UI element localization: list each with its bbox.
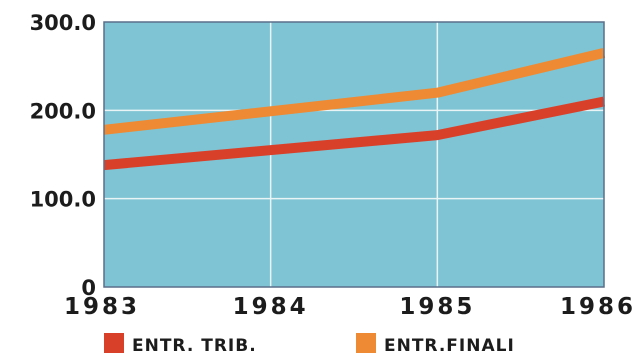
y-tick-label: 300.0 [30, 11, 96, 35]
legend-label: ENTR.FINALI [384, 336, 515, 356]
y-tick-label: 200.0 [30, 99, 96, 123]
x-tick-label: 1985 [399, 294, 475, 320]
legend: ENTR. TRIB. ENTR.FINALI [104, 333, 515, 356]
y-tick-label: 0 [81, 276, 96, 300]
x-axis-labels: 1983 1984 1985 1986 [64, 294, 636, 320]
series-lines [103, 48, 606, 171]
y-axis-labels: 0 100.0 200.0 300.0 [30, 11, 96, 300]
series-line-1 [103, 96, 605, 171]
legend-swatch [356, 333, 376, 353]
x-tick-label: 1984 [233, 294, 309, 320]
x-tick-label: 1983 [64, 294, 140, 320]
legend-label: ENTR. TRIB. [132, 336, 257, 356]
x-tick-label: 1986 [560, 294, 636, 320]
plot-frame [103, 21, 605, 288]
series-line-2 [103, 48, 606, 135]
legend-swatch [104, 333, 124, 353]
y-tick-label: 100.0 [30, 188, 96, 212]
